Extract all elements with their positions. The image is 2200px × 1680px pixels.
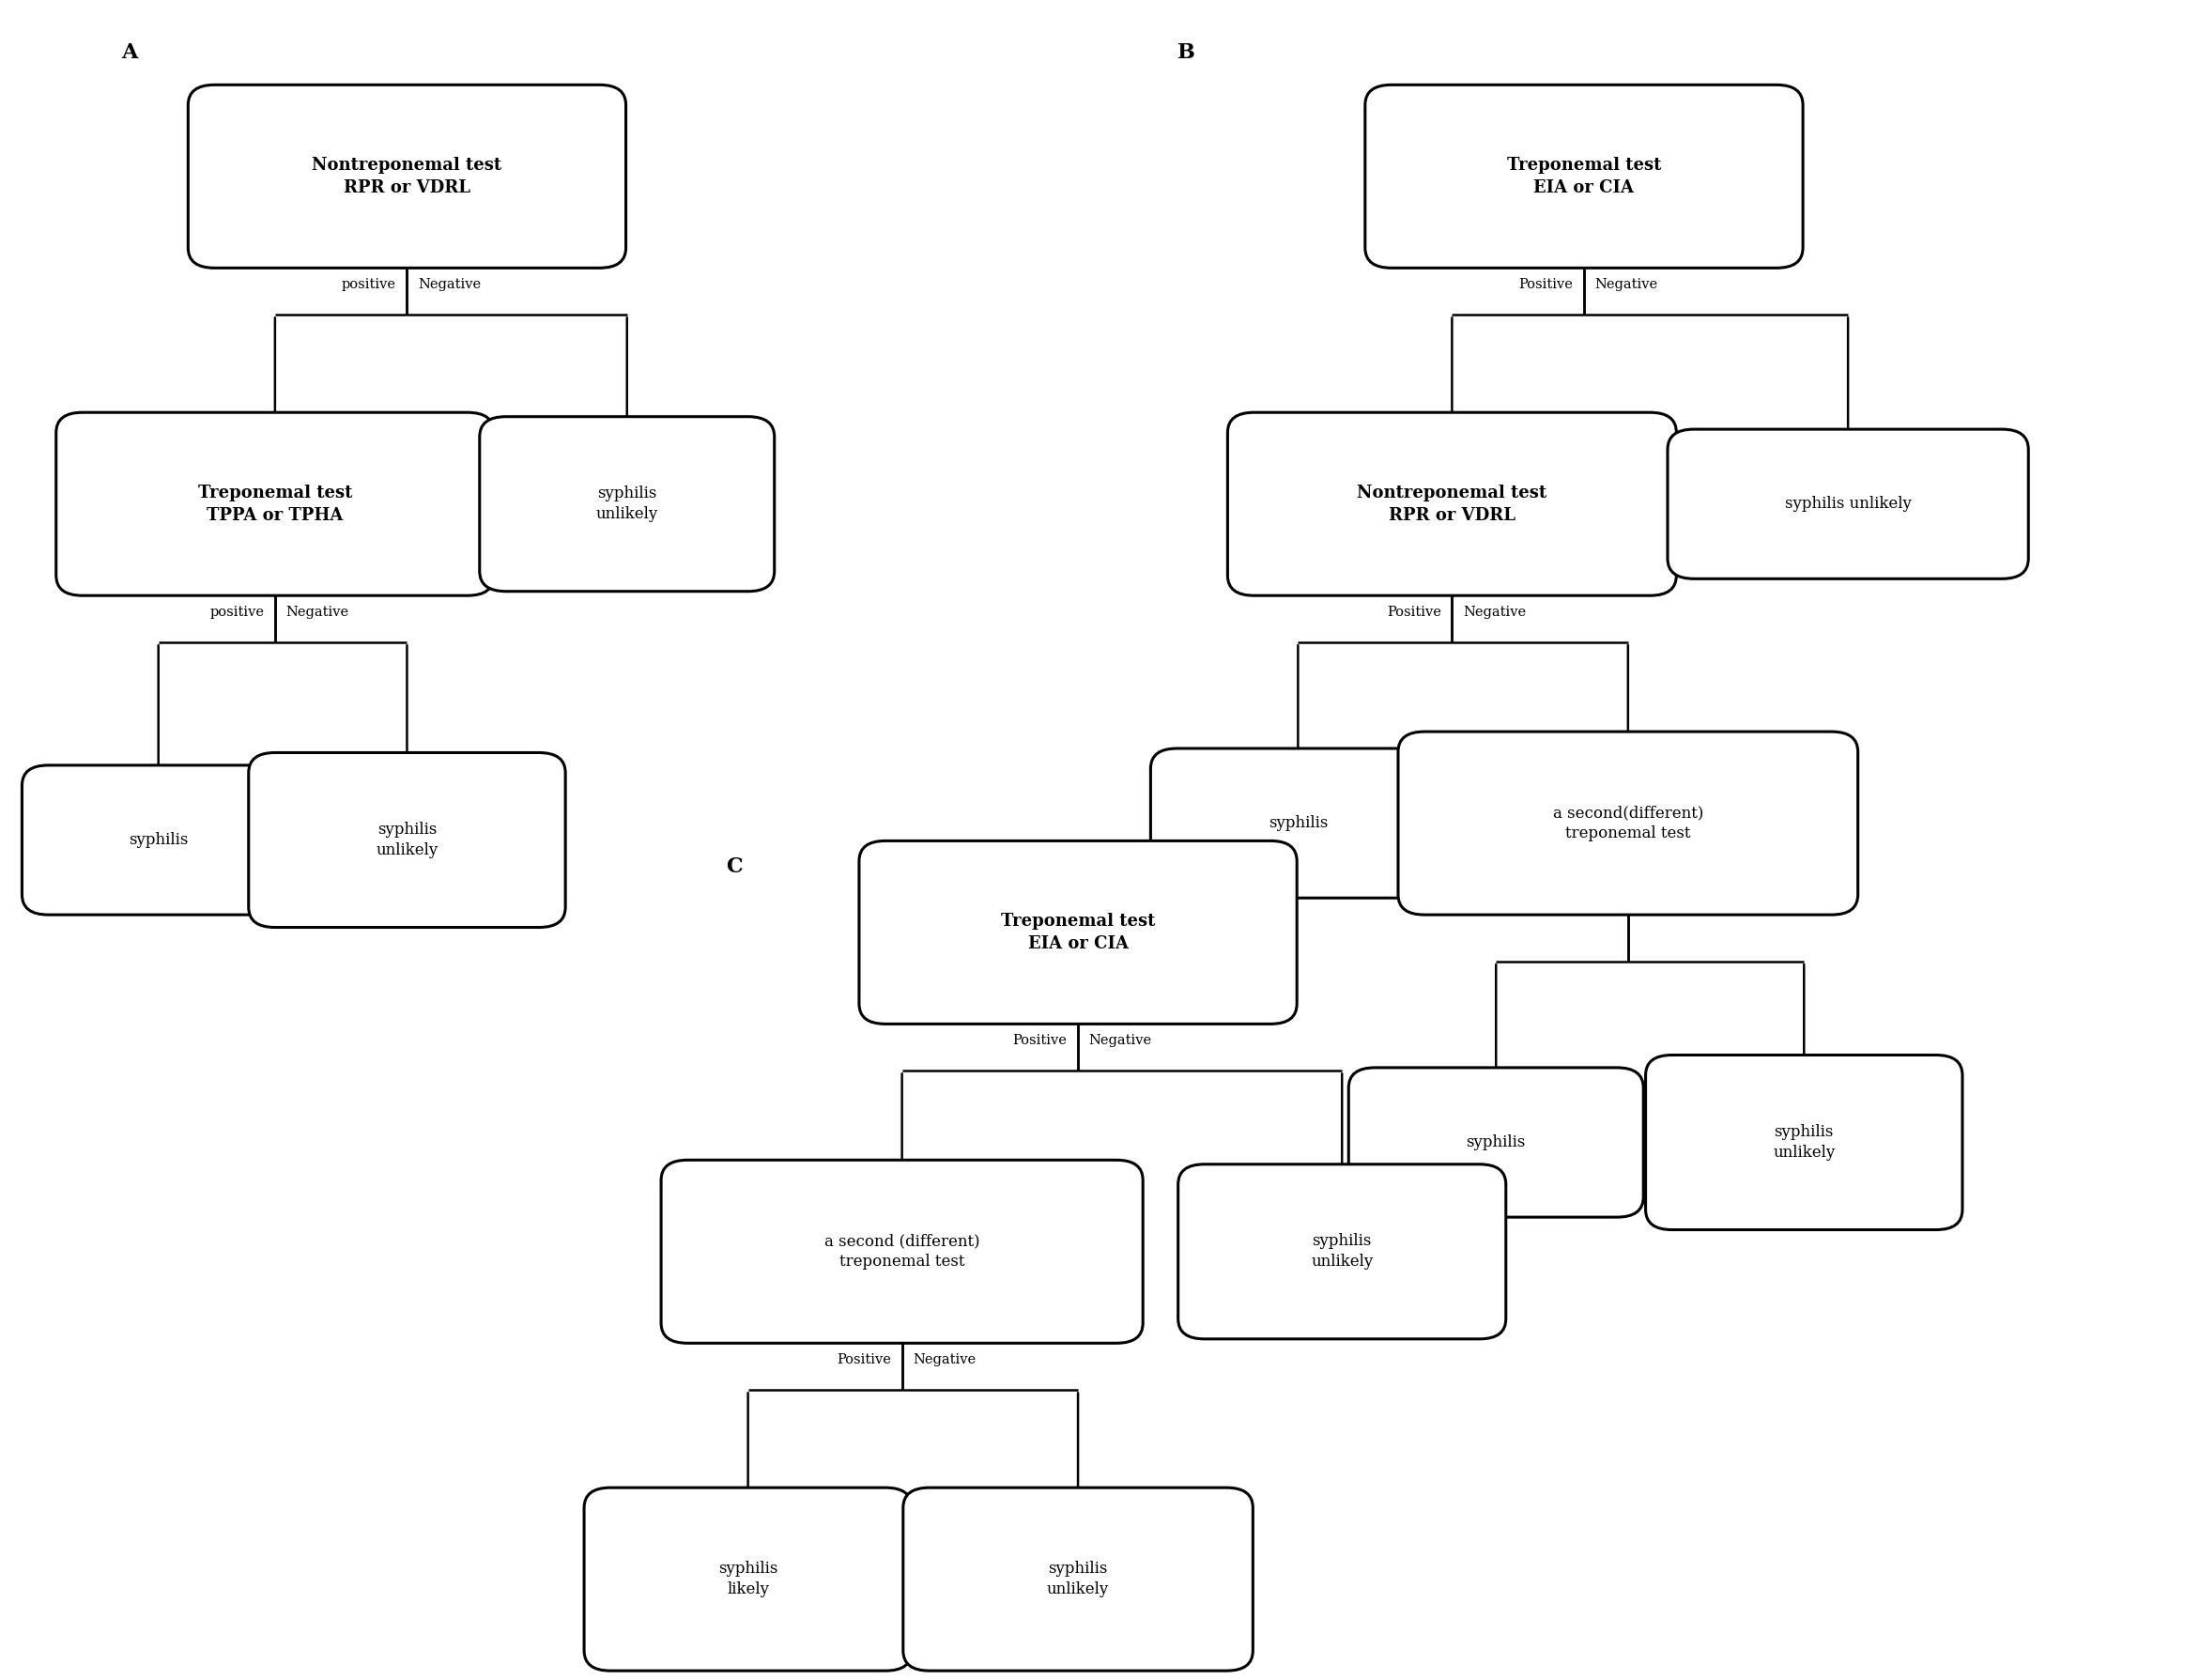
Text: Treponemal test
EIA or CIA: Treponemal test EIA or CIA — [1507, 156, 1661, 197]
Text: syphilis
likely: syphilis likely — [717, 1561, 779, 1598]
Text: Treponemal test
EIA or CIA: Treponemal test EIA or CIA — [1001, 912, 1155, 953]
Text: Negative: Negative — [1089, 1033, 1153, 1047]
FancyBboxPatch shape — [585, 1488, 913, 1670]
FancyBboxPatch shape — [1228, 413, 1676, 596]
FancyBboxPatch shape — [1399, 732, 1857, 914]
Text: Positive: Positive — [836, 1354, 891, 1366]
Text: Nontreponemal test
RPR or VDRL: Nontreponemal test RPR or VDRL — [1357, 484, 1547, 524]
Text: syphilis
unlikely: syphilis unlikely — [1047, 1561, 1109, 1598]
FancyBboxPatch shape — [1349, 1068, 1643, 1216]
Text: Negative: Negative — [1463, 606, 1527, 618]
Text: A: A — [121, 42, 136, 62]
Text: Negative: Negative — [1595, 277, 1659, 291]
Text: Positive: Positive — [1518, 277, 1573, 291]
FancyBboxPatch shape — [1151, 749, 1445, 897]
Text: syphilis
unlikely: syphilis unlikely — [596, 486, 658, 522]
FancyBboxPatch shape — [858, 840, 1296, 1023]
FancyBboxPatch shape — [22, 766, 295, 914]
FancyBboxPatch shape — [57, 413, 493, 596]
Text: syphilis: syphilis — [1465, 1134, 1527, 1151]
FancyBboxPatch shape — [1364, 84, 1804, 267]
Text: a second(different)
treponemal test: a second(different) treponemal test — [1553, 805, 1703, 842]
Text: C: C — [726, 857, 744, 877]
Text: syphilis
unlikely: syphilis unlikely — [376, 822, 438, 858]
FancyBboxPatch shape — [480, 417, 774, 591]
FancyBboxPatch shape — [1179, 1164, 1505, 1339]
Text: Treponemal test
TPPA or TPHA: Treponemal test TPPA or TPHA — [198, 484, 352, 524]
Text: Positive: Positive — [1386, 606, 1441, 618]
Text: syphilis: syphilis — [1267, 815, 1329, 832]
Text: Nontreponemal test
RPR or VDRL: Nontreponemal test RPR or VDRL — [312, 156, 502, 197]
FancyBboxPatch shape — [189, 84, 625, 267]
FancyBboxPatch shape — [902, 1488, 1254, 1670]
Text: positive: positive — [209, 606, 264, 618]
Text: syphilis
unlikely: syphilis unlikely — [1311, 1233, 1373, 1270]
Text: positive: positive — [341, 277, 396, 291]
FancyBboxPatch shape — [1646, 1055, 1962, 1230]
Text: syphilis unlikely: syphilis unlikely — [1784, 496, 1912, 512]
Text: Negative: Negative — [418, 277, 482, 291]
Text: Positive: Positive — [1012, 1033, 1067, 1047]
Text: B: B — [1177, 42, 1195, 62]
FancyBboxPatch shape — [1668, 430, 2028, 578]
Text: Negative: Negative — [286, 606, 350, 618]
Text: syphilis: syphilis — [128, 832, 189, 848]
FancyBboxPatch shape — [249, 753, 565, 927]
Text: syphilis
unlikely: syphilis unlikely — [1773, 1124, 1835, 1161]
FancyBboxPatch shape — [662, 1159, 1144, 1344]
Text: Negative: Negative — [913, 1354, 977, 1366]
Text: a second (different)
treponemal test: a second (different) treponemal test — [825, 1233, 979, 1270]
